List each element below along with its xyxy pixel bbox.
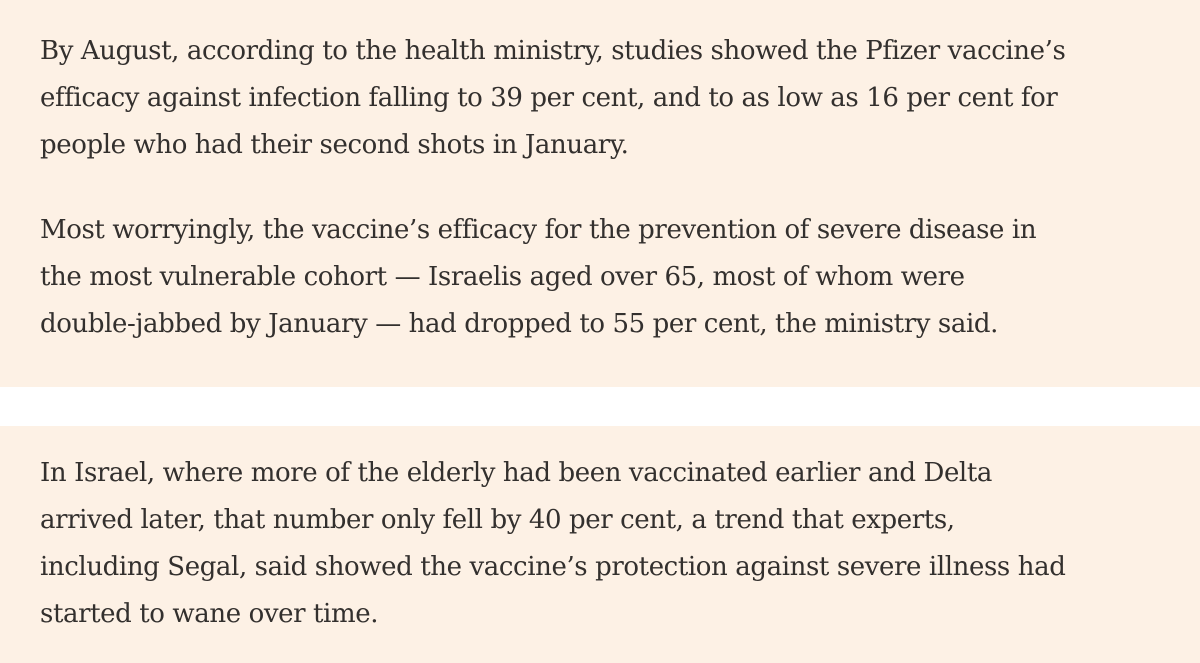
- text-line: the most vulnerable cohort — Israelis ag…: [40, 262, 965, 292]
- text-line: people who had their second shots in Jan…: [40, 130, 629, 160]
- text-line: including Segal, said showed the vaccine…: [40, 552, 1066, 582]
- text-line: arrived later, that number only fell by …: [40, 505, 955, 535]
- text-line: By August, according to the health minis…: [40, 36, 1066, 66]
- text-line: double-jabbed by January — had dropped t…: [40, 309, 998, 339]
- paragraph-pfizer-efficacy: By August, according to the health minis…: [40, 28, 1170, 169]
- text-line: started to wane over time.: [40, 599, 379, 629]
- article-excerpt-bottom: In Israel, where more of the elderly had…: [0, 426, 1200, 663]
- paragraph-israel-protection: In Israel, where more of the elderly had…: [40, 450, 1170, 638]
- paragraph-severe-disease: Most worryingly, the vaccine’s efficacy …: [40, 207, 1170, 348]
- text-line: Most worryingly, the vaccine’s efficacy …: [40, 215, 1037, 245]
- text-line: efficacy against infection falling to 39…: [40, 83, 1058, 113]
- article-excerpt-top: By August, according to the health minis…: [0, 0, 1200, 387]
- text-line: In Israel, where more of the elderly had…: [40, 458, 993, 488]
